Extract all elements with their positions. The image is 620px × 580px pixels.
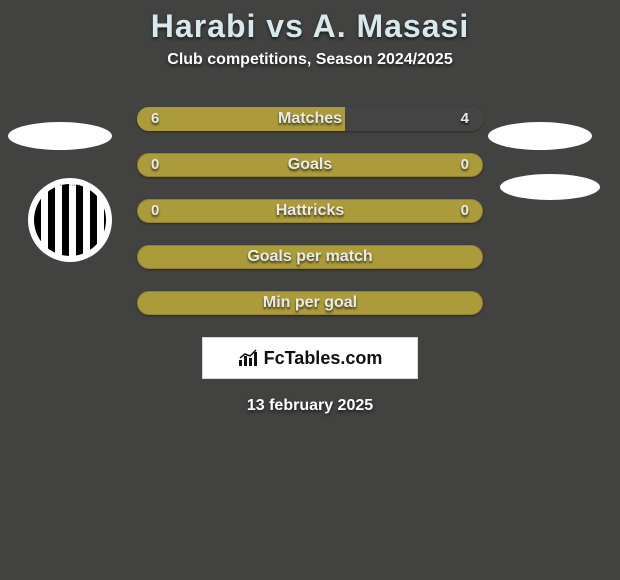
bar-value-left: 0 bbox=[151, 199, 159, 223]
stat-bar: Matches6 4 bbox=[137, 107, 483, 131]
subtitle: Club competitions, Season 2024/2025 bbox=[0, 51, 620, 69]
bar-label: Min per goal bbox=[137, 291, 483, 315]
stat-bar: Min per goal bbox=[137, 291, 483, 315]
brand-chart-icon bbox=[238, 349, 260, 367]
bar-value-right: 0 bbox=[461, 153, 469, 177]
bar-label: Matches bbox=[137, 107, 483, 131]
stat-bar: Hattricks0 0 bbox=[137, 199, 483, 223]
club-badge-stripes bbox=[34, 184, 106, 256]
brand-box[interactable]: FcTables.com bbox=[202, 337, 418, 379]
page-title: Harabi vs A. Masasi bbox=[0, 8, 620, 45]
bar-value-right: 0 bbox=[461, 199, 469, 223]
club-badge-inscription: ········· bbox=[28, 182, 112, 189]
bar-value-left: 6 bbox=[151, 107, 159, 131]
bar-label: Goals bbox=[137, 153, 483, 177]
date-text: 13 february 2025 bbox=[0, 397, 620, 415]
stat-bar: Goals per match bbox=[137, 245, 483, 269]
club-right-oval bbox=[500, 174, 600, 200]
brand-text: FcTables.com bbox=[264, 348, 383, 369]
bar-value-right: 4 bbox=[461, 107, 469, 131]
bar-label: Hattricks bbox=[137, 199, 483, 223]
player-right-oval bbox=[488, 122, 592, 150]
stat-bars: Matches64Goals00Hattricks00Goals per mat… bbox=[137, 107, 483, 315]
bar-label: Goals per match bbox=[137, 245, 483, 269]
player-left-oval bbox=[8, 122, 112, 150]
content: Harabi vs A. Masasi Club competitions, S… bbox=[0, 0, 620, 415]
stat-bar: Goals0 0 bbox=[137, 153, 483, 177]
bar-value-left: 0 bbox=[151, 153, 159, 177]
club-left-badge: ········· bbox=[28, 178, 112, 262]
